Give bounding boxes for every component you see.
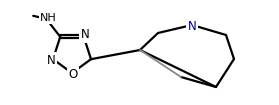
Text: N: N — [80, 28, 89, 41]
Text: N: N — [187, 20, 196, 33]
Text: NH: NH — [40, 13, 57, 23]
Text: N: N — [47, 54, 55, 67]
Text: O: O — [68, 68, 78, 81]
